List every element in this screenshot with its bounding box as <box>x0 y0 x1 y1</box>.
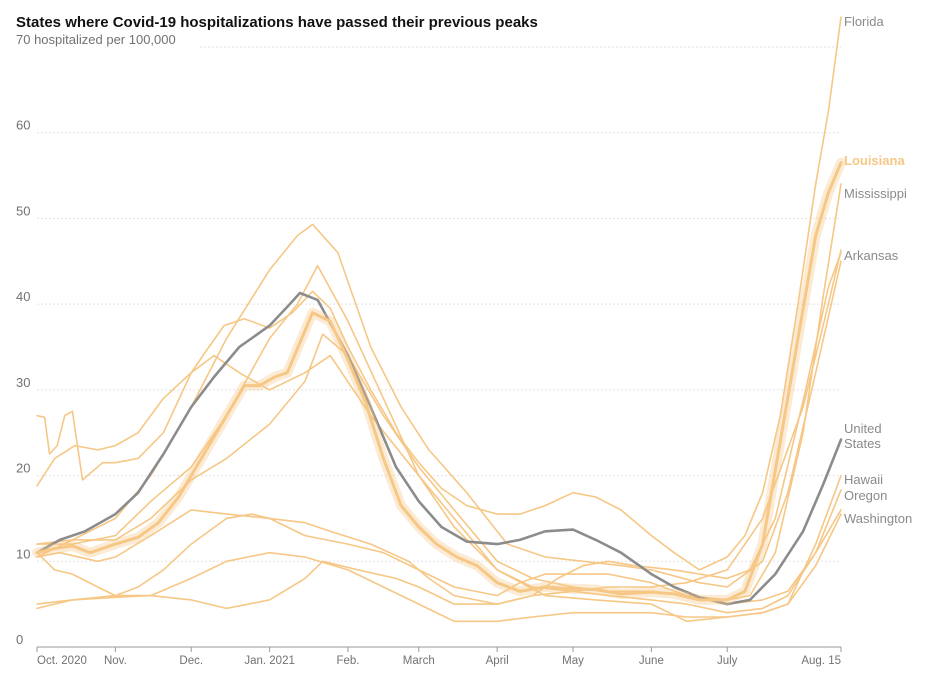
chart-title: States where Covid-19 hospitalizations h… <box>16 14 538 31</box>
y-tick-label-60: 60 <box>16 118 30 133</box>
y-tick-label-30: 30 <box>16 375 30 390</box>
y-tick-label-70: 70 hospitalized per 100,000 <box>16 32 176 47</box>
y-tick-label-50: 50 <box>16 203 30 218</box>
series-halo-louisiana <box>32 157 846 605</box>
y-tick-label-10: 10 <box>16 546 30 561</box>
series-label-mississippi: Mississippi <box>844 186 907 201</box>
x-tick-label-2: Dec. <box>179 655 203 667</box>
series-line-mississippi <box>36 183 842 601</box>
series-line-arkansas <box>36 249 842 593</box>
x-tick-label-3: Jan. 2021 <box>244 655 295 667</box>
series-line-florida <box>36 16 842 571</box>
y-axis-ticks: 0 10 20 30 40 50 60 70 hospitalized per 100,000 <box>16 32 176 647</box>
x-tick-label-4: Feb. <box>336 655 359 667</box>
series-line-hawaii <box>36 354 842 623</box>
series-label-hawaii: Hawaii <box>844 472 883 487</box>
x-tick-label-8: June <box>639 655 664 667</box>
series-line-oregon <box>36 489 842 614</box>
x-tick-label-10: Aug. 15 <box>801 655 841 667</box>
x-tick-label-0: Oct. 2020 <box>37 655 87 667</box>
x-tick-label-7: May <box>562 655 584 667</box>
series-label-washington: Washington <box>844 511 912 526</box>
series-line-washington <box>36 513 842 623</box>
x-axis-ticks: Oct. 2020 Nov. Dec. Jan. 2021 Feb. March April… <box>36 647 842 667</box>
series-label-louisiana: Louisiana <box>844 153 905 168</box>
series-line-united-states <box>35 291 843 606</box>
x-tick-label-5: March <box>403 655 435 667</box>
y-tick-label-40: 40 <box>16 289 30 304</box>
series-label-states: States <box>844 436 881 451</box>
y-tick-label-0: 0 <box>16 632 23 647</box>
series-line-texas <box>36 251 842 605</box>
series-labels: Florida Louisiana Mississippi Arkansas Unite… <box>844 14 912 526</box>
series-label-florida: Florida <box>844 14 885 29</box>
gridlines <box>37 46 841 648</box>
series-lines <box>32 16 846 623</box>
series-label-arkansas: Arkansas <box>844 248 899 263</box>
x-tick-label-1: Nov. <box>104 655 127 667</box>
series-label-oregon: Oregon <box>844 488 887 503</box>
series-line-louisiana <box>35 161 843 602</box>
x-tick-label-6: April <box>486 655 509 667</box>
x-tick-label-9: July <box>717 655 738 667</box>
y-tick-label-20: 20 <box>16 461 30 476</box>
series-label-united: United <box>844 421 882 436</box>
